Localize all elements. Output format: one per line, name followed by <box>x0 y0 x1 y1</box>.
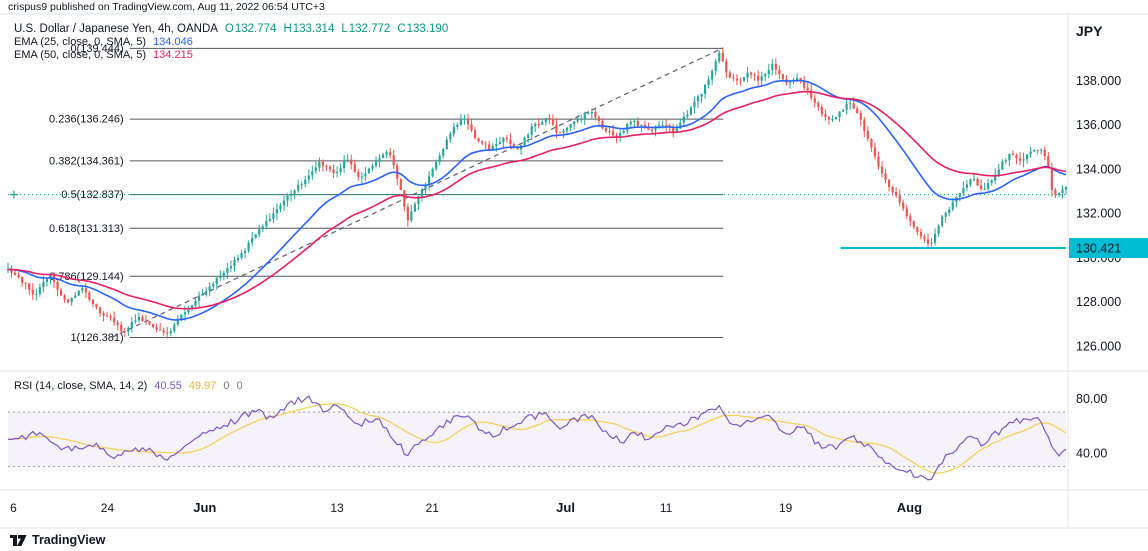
ema25-legend[interactable]: EMA (25, close, 0, SMA, 5) 134.046 <box>14 36 193 48</box>
rsi-legend[interactable]: RSI (14, close, SMA, 14, 2) 40.55 49.97 … <box>14 380 243 392</box>
rsi-value: 40.55 <box>154 380 182 392</box>
time-axis[interactable]: 6 24 Jun 13 21 Jul 11 19 Aug <box>10 500 922 515</box>
svg-text:Aug: Aug <box>897 500 922 515</box>
symbol-title[interactable]: U.S. Dollar / Japanese Yen, 4h, OANDA <box>14 23 218 35</box>
price-label: 130.421 <box>1069 238 1148 259</box>
svg-text:126.000: 126.000 <box>1076 339 1121 353</box>
svg-text:13: 13 <box>330 501 344 515</box>
svg-text:138.000: 138.000 <box>1076 74 1121 88</box>
ema25-value: 134.046 <box>153 36 193 48</box>
svg-text:136.000: 136.000 <box>1076 118 1121 132</box>
svg-text:6: 6 <box>10 501 17 515</box>
ema50-label: EMA (50, close, 0, SMA, 5) <box>14 49 147 61</box>
ema50-value: 134.215 <box>153 49 193 61</box>
rsi-line <box>7 395 1067 481</box>
tradingview-logo-text: TradingView <box>32 533 106 547</box>
rsi-band <box>8 411 1066 468</box>
svg-text:Jun: Jun <box>193 500 216 515</box>
fib-label-0.618: 0.618(131.313) <box>49 223 124 235</box>
ohlc-high: H 133.314 <box>283 23 335 35</box>
candles-layer <box>6 47 1068 339</box>
attribution-text: crispus9 published on TradingView.com, A… <box>8 1 325 13</box>
svg-text:19: 19 <box>779 501 793 515</box>
ema-25-line <box>7 79 1067 321</box>
svg-text:24: 24 <box>101 501 115 515</box>
ema50-legend[interactable]: EMA (50, close, 0, SMA, 5) 134.215 <box>14 49 193 61</box>
rsi-extra-value-2: 0 <box>236 380 243 392</box>
fib-label-0.382: 0.382(134.361) <box>49 155 124 167</box>
fib-label-0.236: 0.236(136.246) <box>49 114 124 126</box>
svg-text:11: 11 <box>660 501 673 515</box>
svg-text:128.000: 128.000 <box>1076 295 1121 309</box>
ohlc-open: O 132.774 <box>224 23 277 35</box>
svg-text:80.00: 80.00 <box>1076 392 1107 406</box>
fib-label-0.786: 0.786(129.144) <box>49 271 124 283</box>
trendline <box>111 47 723 338</box>
currency-label: JPY <box>1069 19 1148 41</box>
svg-text:21: 21 <box>426 501 440 515</box>
svg-text:132.000: 132.000 <box>1076 207 1121 221</box>
svg-text:40.00: 40.00 <box>1076 446 1107 460</box>
pane-dividers <box>0 13 1148 529</box>
fib-label-0: 0(139.444) <box>70 43 123 55</box>
ema-50-line <box>7 90 1067 310</box>
ohlc-low: L 132.772 <box>341 23 391 35</box>
tradingview-logo-icon <box>10 534 27 546</box>
rsi-label: RSI (14, close, SMA, 14, 2) <box>14 380 148 392</box>
svg-text:JPY: JPY <box>1076 23 1103 39</box>
tradingview-logo[interactable]: TradingView <box>10 533 105 547</box>
ema25-label: EMA (25, close, 0, SMA, 5) <box>14 36 147 48</box>
horizontal-dotted-line <box>8 190 1066 199</box>
ohlc-close: C 133.190 <box>397 23 449 35</box>
rsi-extra-value-1: 0 <box>223 380 230 392</box>
svg-text:130.421: 130.421 <box>1076 242 1121 256</box>
price-axis[interactable]: 140.000138.000136.000134.000132.000130.0… <box>1076 30 1121 354</box>
rsi-sma-value: 49.97 <box>188 380 217 392</box>
svg-text:134.000: 134.000 <box>1076 162 1121 176</box>
fib-label-1: 1(126.381) <box>70 332 123 344</box>
fib-retracement: 0(139.444) 0.236(136.246) 0.382(134.361) 0.… <box>49 43 724 344</box>
svg-text:Jul: Jul <box>556 500 575 515</box>
rsi-axis[interactable]: 80.00 40.00 <box>1076 392 1107 461</box>
rsi-sma-line <box>7 402 1067 474</box>
